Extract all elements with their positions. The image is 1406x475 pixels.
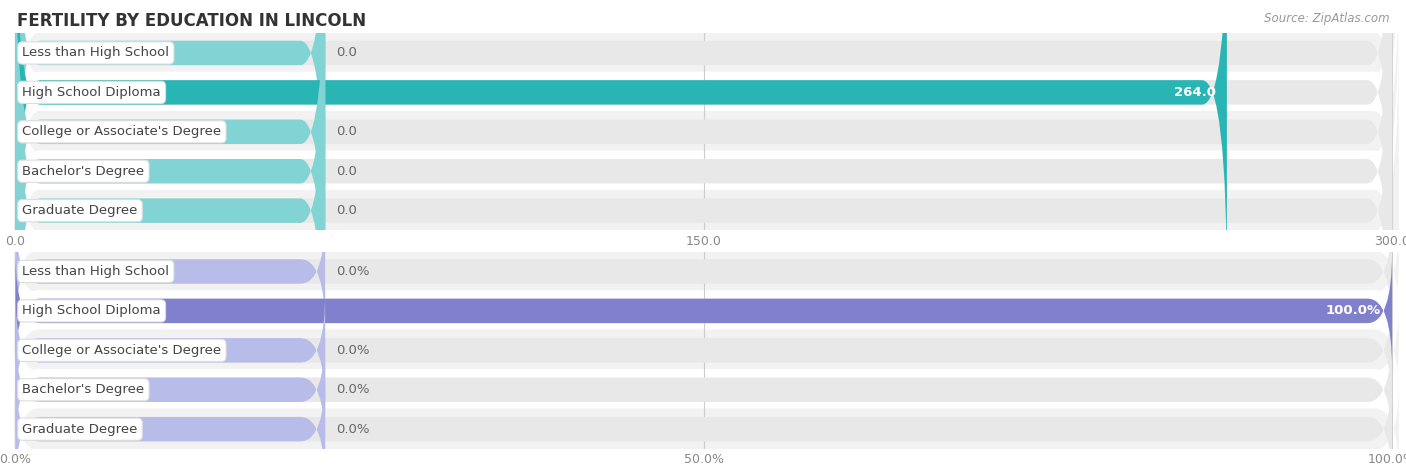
Text: Less than High School: Less than High School <box>22 265 169 278</box>
Text: 100.0%: 100.0% <box>1326 304 1381 317</box>
Text: Bachelor's Degree: Bachelor's Degree <box>22 383 145 396</box>
Text: Graduate Degree: Graduate Degree <box>22 204 138 217</box>
FancyBboxPatch shape <box>14 221 1399 322</box>
Text: 0.0%: 0.0% <box>336 265 370 278</box>
FancyBboxPatch shape <box>15 10 1392 411</box>
FancyBboxPatch shape <box>15 292 1392 409</box>
Text: 264.0: 264.0 <box>1174 86 1216 99</box>
FancyBboxPatch shape <box>15 370 1392 475</box>
Text: College or Associate's Degree: College or Associate's Degree <box>22 344 221 357</box>
Text: 0.0%: 0.0% <box>336 423 370 436</box>
Text: 0.0%: 0.0% <box>336 383 370 396</box>
FancyBboxPatch shape <box>15 331 1392 448</box>
FancyBboxPatch shape <box>14 0 1399 324</box>
Text: College or Associate's Degree: College or Associate's Degree <box>22 125 221 138</box>
Text: High School Diploma: High School Diploma <box>22 304 160 317</box>
FancyBboxPatch shape <box>15 0 325 254</box>
Text: Source: ZipAtlas.com: Source: ZipAtlas.com <box>1264 12 1389 25</box>
Text: Graduate Degree: Graduate Degree <box>22 423 138 436</box>
FancyBboxPatch shape <box>14 0 1399 285</box>
FancyBboxPatch shape <box>15 10 325 411</box>
FancyBboxPatch shape <box>15 0 1392 372</box>
FancyBboxPatch shape <box>15 0 325 372</box>
Text: 0.0: 0.0 <box>336 125 357 138</box>
FancyBboxPatch shape <box>14 300 1399 400</box>
FancyBboxPatch shape <box>15 252 1392 370</box>
FancyBboxPatch shape <box>15 331 325 448</box>
FancyBboxPatch shape <box>15 252 1392 370</box>
Text: 0.0: 0.0 <box>336 165 357 178</box>
Text: 0.0%: 0.0% <box>336 344 370 357</box>
Text: 0.0: 0.0 <box>336 47 357 59</box>
Text: FERTILITY BY EDUCATION IN LINCOLN: FERTILITY BY EDUCATION IN LINCOLN <box>17 12 366 30</box>
Text: Bachelor's Degree: Bachelor's Degree <box>22 165 145 178</box>
Text: Less than High School: Less than High School <box>22 47 169 59</box>
FancyBboxPatch shape <box>14 261 1399 361</box>
FancyBboxPatch shape <box>15 0 1392 332</box>
FancyBboxPatch shape <box>15 213 1392 330</box>
FancyBboxPatch shape <box>15 213 325 330</box>
FancyBboxPatch shape <box>15 0 325 332</box>
FancyBboxPatch shape <box>15 0 1392 293</box>
Text: 0.0: 0.0 <box>336 204 357 217</box>
FancyBboxPatch shape <box>14 340 1399 440</box>
FancyBboxPatch shape <box>15 0 1392 254</box>
FancyBboxPatch shape <box>14 19 1399 403</box>
Text: High School Diploma: High School Diploma <box>22 86 160 99</box>
FancyBboxPatch shape <box>14 0 1399 245</box>
FancyBboxPatch shape <box>15 370 325 475</box>
FancyBboxPatch shape <box>15 292 325 409</box>
FancyBboxPatch shape <box>15 0 1227 293</box>
FancyBboxPatch shape <box>14 0 1399 363</box>
FancyBboxPatch shape <box>14 379 1399 475</box>
